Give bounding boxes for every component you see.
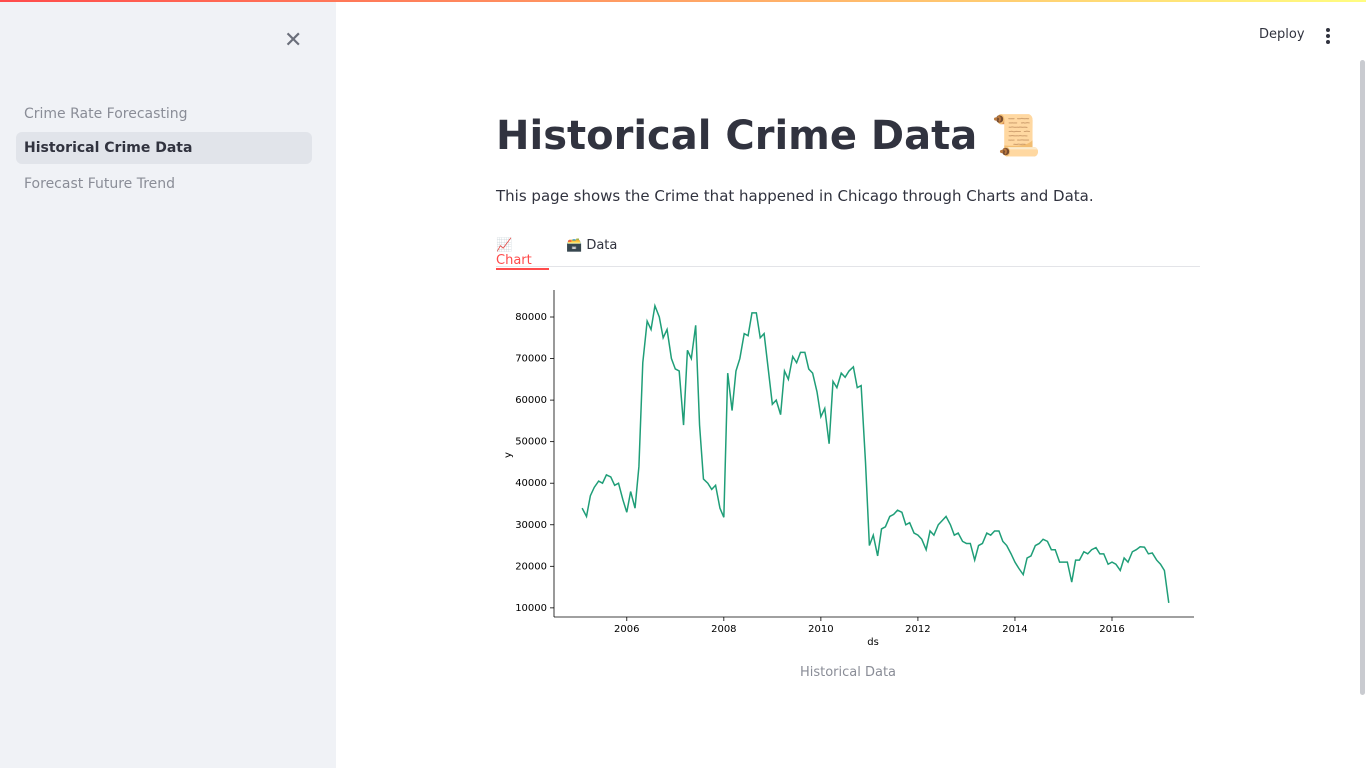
data-line <box>581 302 1170 603</box>
y-tick-label: 60000 <box>515 395 547 406</box>
chart: y ds 10000 20000 30000 40000 50000 60000 70000… <box>503 290 1194 648</box>
scrollbar[interactable] <box>1360 60 1365 695</box>
y-tick-label: 40000 <box>515 478 547 489</box>
page-title: Historical Crime Data 📜 <box>496 113 1041 159</box>
y-tick-label: 70000 <box>515 354 547 365</box>
x-tick-label: 2010 <box>808 624 833 635</box>
description: This page shows the Crime that happened … <box>496 187 1094 205</box>
tab[interactable]: 🗃️ Data <box>566 238 618 253</box>
x-tick-label: 2016 <box>1099 624 1124 635</box>
y-tick-label: 50000 <box>515 437 547 448</box>
x-tick-label: 2012 <box>905 624 930 635</box>
deploy-button[interactable]: Deploy <box>1259 27 1305 42</box>
y-axis-label: y <box>503 452 514 458</box>
y-tick-label: 10000 <box>515 603 547 614</box>
y-tick-label: 80000 <box>515 312 547 323</box>
tab[interactable]: 📈 Chart <box>496 238 549 270</box>
y-tick-label: 20000 <box>515 561 547 572</box>
main-menu[interactable] <box>1326 28 1330 46</box>
close-sidebar[interactable]: ✕ <box>284 28 303 53</box>
chart-caption: Historical Data <box>799 665 897 680</box>
x-axis-label: ds <box>867 637 879 648</box>
y-tick-label: 30000 <box>515 520 547 531</box>
nav-link[interactable]: Historical Crime Data <box>16 132 312 164</box>
x-tick-label: 2008 <box>711 624 736 635</box>
tab-divider <box>496 266 1200 267</box>
top-decoration <box>0 0 1366 2</box>
nav-link[interactable]: Crime Rate Forecasting <box>24 106 188 122</box>
x-tick-label: 2014 <box>1002 624 1027 635</box>
x-tick-label: 2006 <box>614 624 639 635</box>
sidebar: ✕ Crime Rate Forecasting Historical Crim… <box>0 2 336 768</box>
nav-link[interactable]: Forecast Future Trend <box>24 176 176 192</box>
